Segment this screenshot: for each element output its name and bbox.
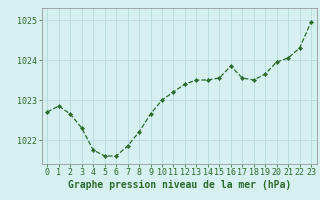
X-axis label: Graphe pression niveau de la mer (hPa): Graphe pression niveau de la mer (hPa) [68,180,291,190]
